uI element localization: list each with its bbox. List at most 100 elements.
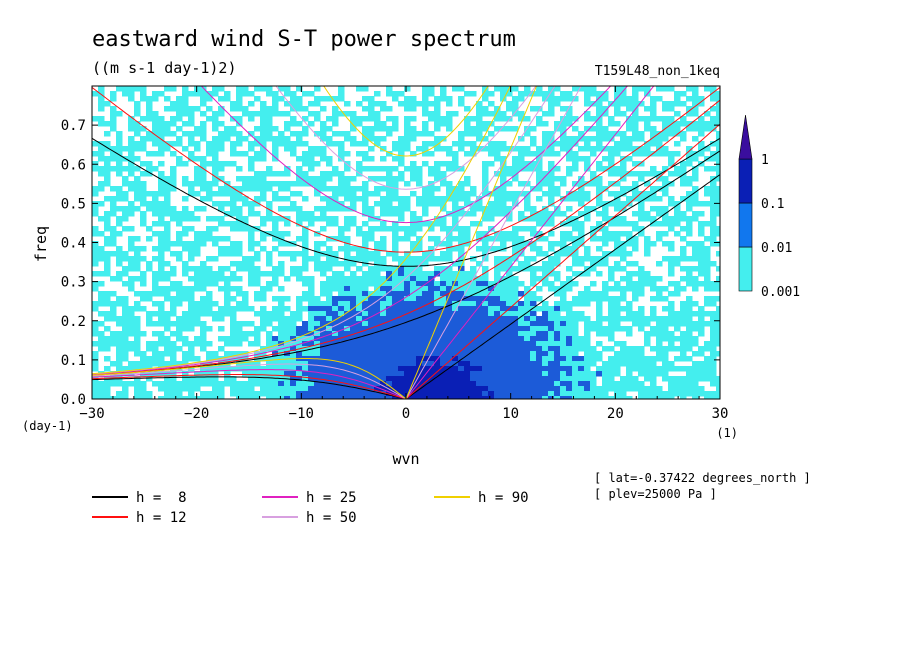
field-cell [236, 136, 243, 142]
field-cell [284, 101, 291, 107]
field-cell [716, 226, 720, 232]
field-cell [686, 111, 693, 117]
field-cell [614, 301, 621, 307]
field-cell [698, 151, 705, 157]
field-cell [566, 321, 573, 327]
field-cell [116, 271, 123, 277]
field-cell [302, 396, 309, 399]
field-cell [488, 216, 495, 222]
field-cell [452, 271, 459, 277]
field-cell [494, 356, 501, 362]
field-cell [218, 176, 225, 182]
field-cell [710, 281, 717, 287]
field-cell [230, 221, 237, 227]
field-cell [404, 231, 411, 237]
field-cell [104, 301, 111, 307]
field-cell [230, 251, 237, 257]
field-cell [404, 281, 411, 287]
field-cell [578, 176, 585, 182]
field-cell [608, 306, 615, 312]
field-cell [188, 301, 195, 307]
field-cell [404, 366, 411, 372]
field-cell [146, 291, 153, 297]
field-cell [560, 346, 567, 352]
field-cell [266, 361, 273, 367]
field-cell [380, 186, 387, 192]
field-cell [518, 211, 525, 217]
field-cell [254, 211, 261, 217]
field-cell [548, 371, 555, 377]
field-cell [524, 216, 531, 222]
field-cell [308, 281, 315, 287]
field-cell [572, 236, 579, 242]
field-cell [512, 111, 519, 117]
field-cell [218, 121, 225, 127]
field-cell [398, 351, 405, 357]
field-cell [566, 106, 573, 112]
field-cell [428, 376, 435, 382]
field-cell [242, 381, 249, 387]
field-cell [122, 341, 129, 347]
field-cell [536, 386, 543, 392]
field-cell [410, 341, 417, 347]
field-cell [224, 336, 231, 342]
field-cell [260, 271, 267, 277]
field-cell [116, 346, 123, 352]
field-cell [248, 211, 255, 217]
field-cell [518, 306, 525, 312]
field-cell [668, 161, 675, 167]
field-cell [512, 96, 519, 102]
field-cell [248, 376, 255, 382]
field-cell [284, 126, 291, 132]
field-cell [500, 336, 507, 342]
field-cell [548, 191, 555, 197]
field-cell [716, 131, 720, 137]
field-cell [476, 321, 483, 327]
field-cell [464, 336, 471, 342]
field-cell [92, 381, 99, 387]
field-cell [344, 136, 351, 142]
field-cell [434, 171, 441, 177]
field-cell [536, 326, 543, 332]
field-cell [194, 231, 201, 237]
field-cell [302, 156, 309, 162]
field-cell [332, 306, 339, 312]
field-cell [308, 101, 315, 107]
field-cell [410, 271, 417, 277]
field-cell [404, 206, 411, 212]
field-cell [620, 91, 627, 97]
field-cell [602, 211, 609, 217]
field-cell [134, 291, 141, 297]
field-cell [290, 121, 297, 127]
field-cell [668, 336, 675, 342]
field-cell [536, 176, 543, 182]
field-cell [368, 96, 375, 102]
field-cell [560, 291, 567, 297]
field-cell [272, 376, 279, 382]
field-cell [500, 281, 507, 287]
y-tick-label: 0.2 [61, 314, 86, 330]
field-cell [356, 326, 363, 332]
field-cell [248, 226, 255, 232]
field-cell [344, 221, 351, 227]
field-cell [434, 266, 441, 272]
field-cell [386, 116, 393, 122]
field-cell [164, 196, 171, 202]
field-cell [332, 166, 339, 172]
field-cell [128, 226, 135, 232]
field-cell [488, 286, 495, 292]
field-cell [116, 111, 123, 117]
field-cell [644, 191, 651, 197]
field-cell [386, 381, 393, 387]
field-cell [188, 276, 195, 282]
field-cell [560, 376, 567, 382]
field-cell [224, 266, 231, 272]
field-cell [146, 101, 153, 107]
field-cell [368, 156, 375, 162]
field-cell [590, 261, 597, 267]
field-cell [674, 231, 681, 237]
field-cell [668, 156, 675, 162]
field-cell [506, 341, 513, 347]
field-cell [224, 296, 231, 302]
field-cell [194, 206, 201, 212]
